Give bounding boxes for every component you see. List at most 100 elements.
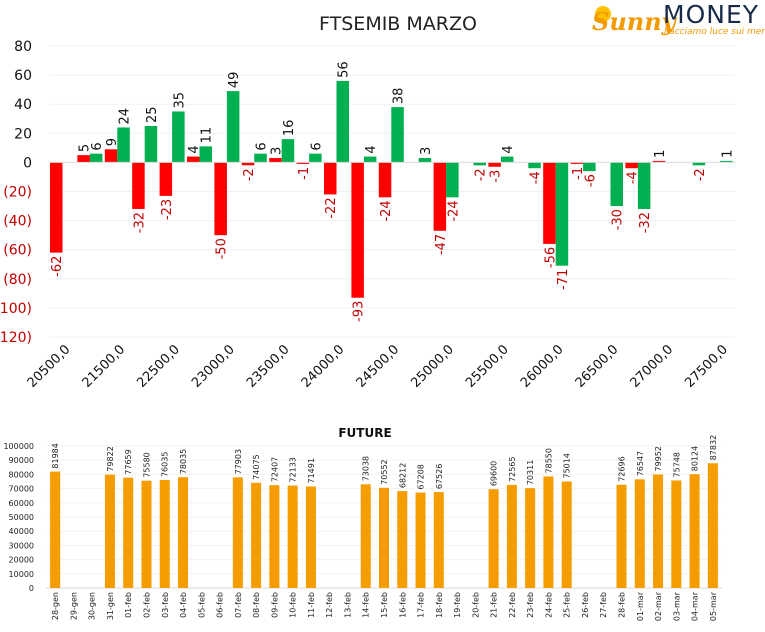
- future-data-label: 78035: [179, 449, 188, 474]
- future-data-label: 69600: [490, 461, 499, 486]
- data-label: -62: [50, 256, 65, 277]
- red-bar: [77, 155, 90, 163]
- future-data-label: 77659: [124, 449, 133, 474]
- future-x-tick-label: 29-gen: [69, 592, 78, 620]
- main-y-tick-label: 80: [14, 39, 32, 55]
- main-y-tick-label: (60): [3, 243, 32, 259]
- future-x-tick-label: 23-feb: [526, 592, 535, 618]
- data-label: -24: [446, 200, 461, 221]
- red-bar: [214, 162, 227, 236]
- green-bar: [254, 153, 267, 163]
- future-x-tick-label: 25-feb: [563, 592, 572, 618]
- future-y-tick-label: 40000: [9, 527, 34, 536]
- future-x-tick-label: 01-mar: [636, 591, 645, 621]
- red-bar: [433, 162, 447, 231]
- future-y-tick-label: 80000: [9, 470, 34, 479]
- red-bar: [378, 162, 392, 198]
- data-label: -93: [352, 301, 367, 322]
- future-x-tick-label: 27-feb: [599, 592, 608, 618]
- future-x-tick-label: 26-feb: [581, 592, 590, 618]
- red-bar: [132, 162, 145, 209]
- future-data-label: 74075: [252, 454, 261, 479]
- red-bar: [324, 162, 337, 195]
- green-bar: [692, 162, 706, 166]
- red-bar: [241, 162, 255, 166]
- data-label: -47: [434, 234, 449, 255]
- main-y-tick-label: 0: [23, 155, 32, 171]
- data-label: 35: [172, 92, 187, 109]
- data-label: -24: [379, 200, 394, 221]
- green-bar: [473, 162, 486, 166]
- future-x-tick-label: 12-feb: [325, 592, 334, 618]
- future-bar: [433, 492, 444, 588]
- red-bar: [159, 162, 173, 196]
- green-bar: [89, 153, 103, 163]
- future-bar: [269, 485, 280, 588]
- future-x-tick-label: 09-feb: [270, 592, 279, 618]
- data-label: -4: [529, 171, 544, 184]
- data-label: -23: [160, 199, 175, 220]
- data-label: -32: [638, 212, 653, 233]
- future-bar: [488, 489, 499, 588]
- green-bar: [117, 127, 130, 163]
- future-x-tick-label: 02-feb: [142, 592, 151, 618]
- green-bar: [583, 162, 596, 172]
- green-bar: [446, 162, 459, 198]
- future-y-axis: 1000009000080000700006000050000400003000…: [3, 442, 34, 593]
- future-bar: [287, 485, 298, 588]
- green-bar: [528, 162, 541, 169]
- green-bar: [500, 156, 514, 163]
- data-label: 4: [187, 145, 202, 153]
- data-label: -3: [489, 170, 504, 183]
- future-x-tick-label: 28-feb: [618, 592, 627, 618]
- data-label: -2: [242, 168, 257, 181]
- green-bar: [226, 91, 240, 163]
- future-data-label: 70311: [526, 460, 535, 485]
- future-data-label: 67208: [417, 464, 426, 489]
- main-y-tick-label: 60: [14, 68, 32, 84]
- future-x-tick-label: 14-feb: [362, 592, 371, 618]
- future-data-label: 81984: [51, 443, 60, 468]
- future-x-tick-label: 02-mar: [654, 591, 663, 621]
- future-bar: [506, 484, 517, 588]
- main-x-tick-label: 24500,0: [354, 342, 403, 391]
- future-bar: [634, 479, 645, 588]
- future-bar: [415, 492, 426, 588]
- future-bar: [543, 476, 554, 588]
- future-x-tick-label: 05-mar: [709, 591, 718, 621]
- main-gridlines: [50, 45, 735, 338]
- future-bar: [232, 477, 243, 588]
- main-x-tick-label: 25500,0: [463, 342, 512, 391]
- future-x-tick-label: 07-feb: [234, 592, 243, 618]
- logo-money-text: MONEY: [663, 0, 759, 29]
- data-label: -4: [626, 171, 641, 184]
- future-y-tick-label: 0: [29, 584, 34, 593]
- future-bar: [616, 484, 627, 588]
- future-data-label: 67526: [435, 464, 444, 489]
- future-y-tick-label: 100000: [3, 442, 34, 451]
- future-x-tick-label: 05-feb: [197, 592, 206, 618]
- green-bar: [309, 153, 322, 163]
- future-bar: [707, 463, 718, 588]
- main-y-axis: 80 60 40 20 0 (20) (40) (60) (80) (100) (120): [0, 39, 32, 346]
- logo-tagline: Facciamo luce sui mercati: [664, 27, 765, 37]
- green-bar: [363, 156, 377, 163]
- data-label: 49: [227, 72, 242, 89]
- green-bar: [555, 162, 569, 266]
- future-data-labels: 81984 79822 77659 75580 76035 78035 77903 74075…: [51, 435, 718, 490]
- future-y-tick-label: 10000: [9, 570, 34, 579]
- data-label: 6: [309, 142, 324, 150]
- future-bar: [50, 471, 61, 588]
- green-bar: [281, 139, 295, 163]
- future-data-label: 70552: [380, 459, 389, 484]
- main-y-tick-label: 40: [14, 97, 32, 113]
- red-bar: [570, 162, 584, 164]
- future-x-tick-label: 31-gen: [106, 592, 115, 620]
- red-bar: [625, 162, 638, 169]
- future-x-tick-label: 22-feb: [508, 592, 517, 618]
- future-y-tick-label: 30000: [9, 541, 34, 550]
- data-label: 24: [118, 108, 133, 125]
- future-bar: [141, 480, 152, 588]
- main-bars: [50, 80, 733, 298]
- main-x-tick-label: 20500,0: [25, 342, 74, 391]
